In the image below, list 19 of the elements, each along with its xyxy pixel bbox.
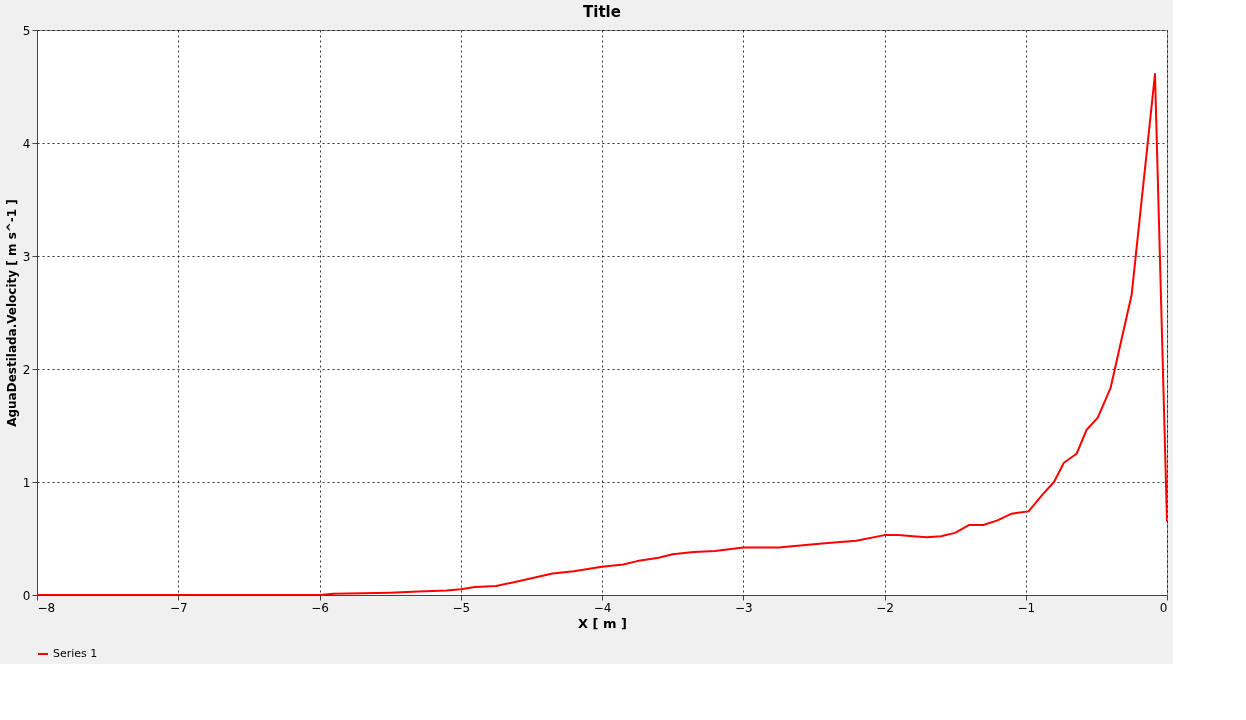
x-tick-label: −2: [876, 600, 894, 615]
y-axis-title: AguaDestilada.Velocity [ m s^-1 ]: [4, 199, 19, 427]
y-tick-label: 4: [22, 136, 31, 151]
x-tick-label: 0: [1159, 600, 1168, 615]
x-tick-label: −8: [37, 600, 56, 615]
y-tick-label: 1: [22, 475, 31, 490]
y-tick-label: 5: [22, 23, 31, 38]
x-tick-label: −6: [311, 600, 329, 615]
y-tick-label: 3: [22, 249, 31, 264]
x-tick-label: −1: [1017, 600, 1036, 615]
chart-title: Title: [583, 3, 621, 21]
x-axis-title: X [ m ]: [577, 615, 628, 631]
y-tick-label: 2: [22, 362, 31, 377]
legend-label: Series 1: [53, 647, 98, 660]
x-tick-label: −4: [593, 600, 612, 615]
x-tick-label: −5: [452, 600, 471, 615]
y-tick-label: 0: [22, 588, 31, 603]
x-tick-label: −3: [734, 600, 753, 615]
x-tick-label: −7: [169, 600, 188, 615]
